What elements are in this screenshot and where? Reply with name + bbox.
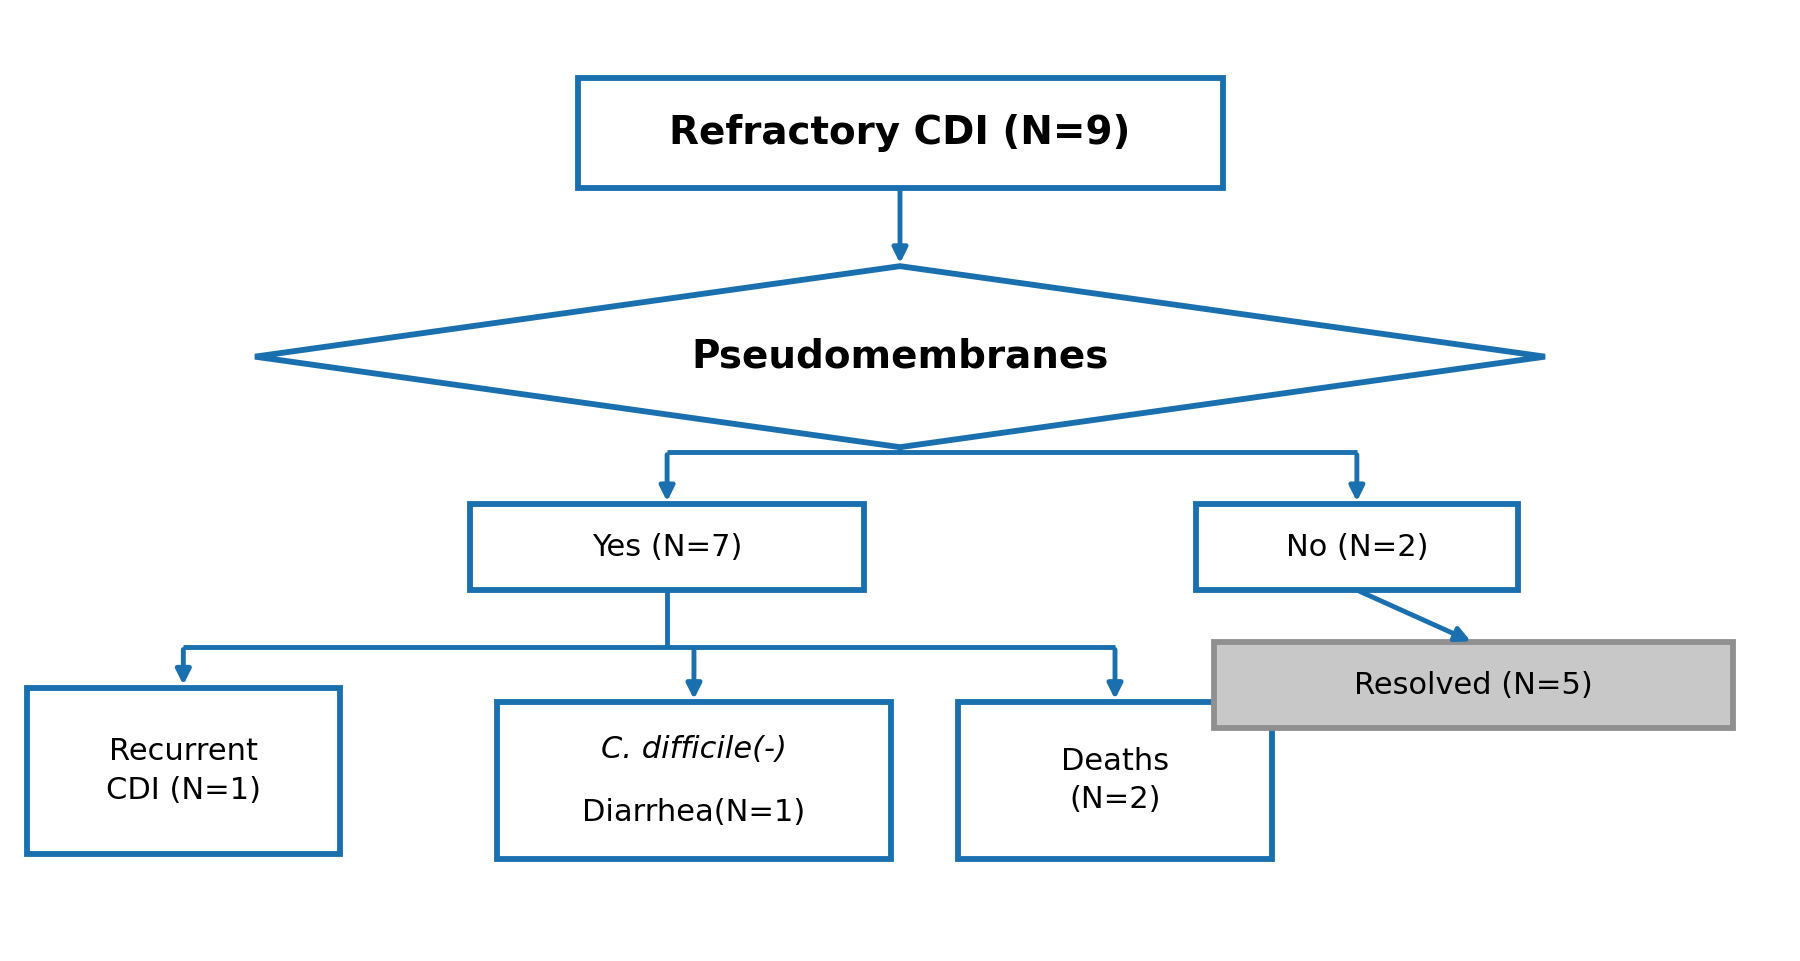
FancyBboxPatch shape <box>1213 643 1733 728</box>
FancyBboxPatch shape <box>578 78 1222 187</box>
Text: Refractory CDI (N=9): Refractory CDI (N=9) <box>670 113 1130 152</box>
Text: Resolved (N=5): Resolved (N=5) <box>1354 671 1593 700</box>
Text: Deaths
(N=2): Deaths (N=2) <box>1060 747 1168 814</box>
FancyBboxPatch shape <box>497 702 891 859</box>
Text: Diarrhea(N=1): Diarrhea(N=1) <box>583 798 806 826</box>
Text: Yes (N=7): Yes (N=7) <box>592 532 742 561</box>
Text: Recurrent
CDI (N=1): Recurrent CDI (N=1) <box>106 737 261 804</box>
Text: No (N=2): No (N=2) <box>1285 532 1427 561</box>
Text: Pseudomembranes: Pseudomembranes <box>691 337 1109 376</box>
FancyBboxPatch shape <box>27 688 340 854</box>
Text: C. difficile(-): C. difficile(-) <box>601 734 787 764</box>
Polygon shape <box>256 266 1544 447</box>
FancyBboxPatch shape <box>470 505 864 590</box>
FancyBboxPatch shape <box>1195 505 1517 590</box>
FancyBboxPatch shape <box>958 702 1273 859</box>
